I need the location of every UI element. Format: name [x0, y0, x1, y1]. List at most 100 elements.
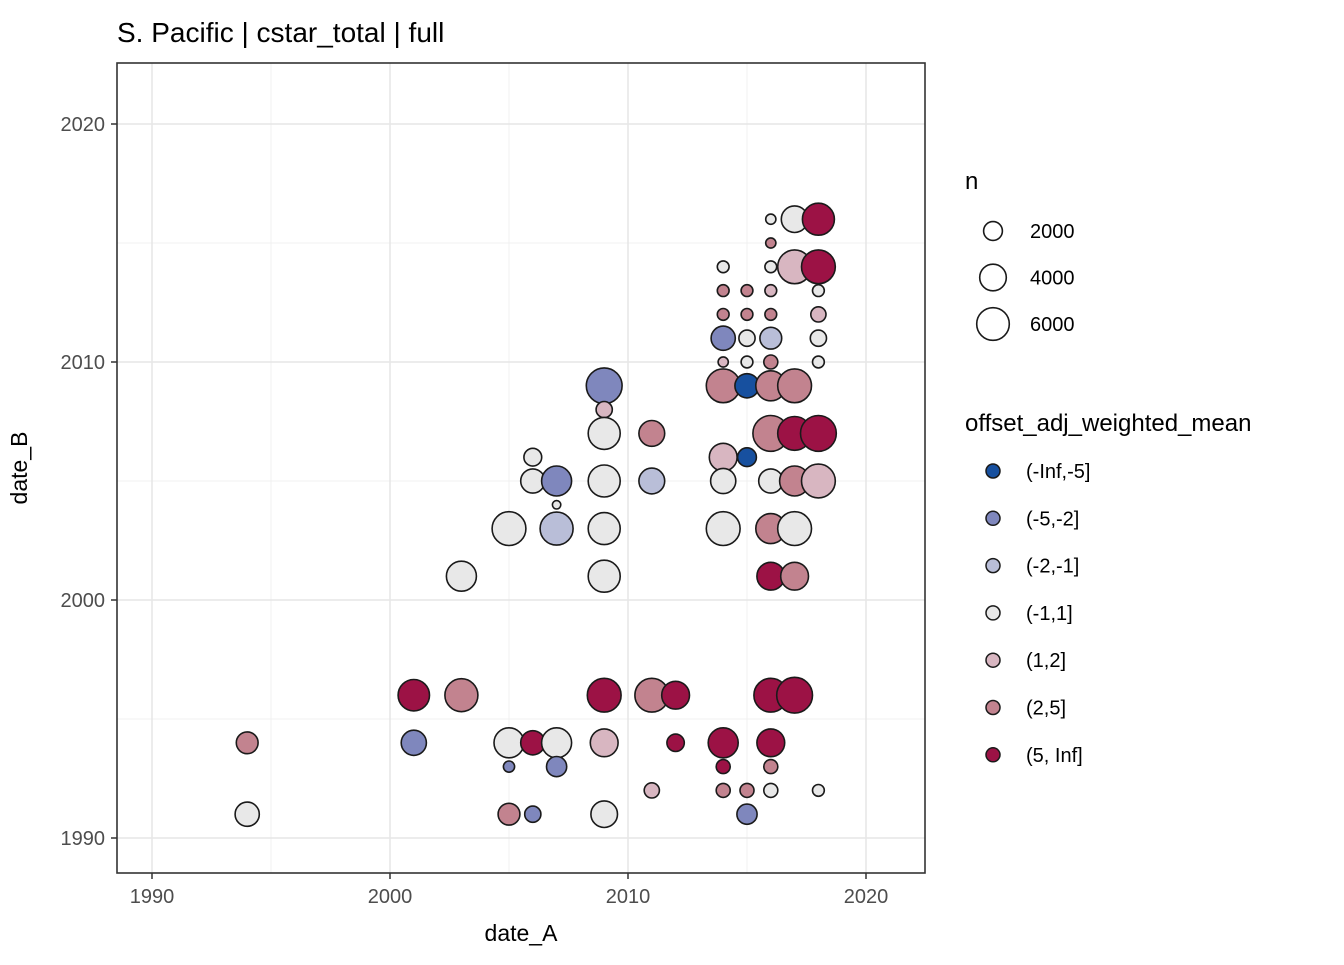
data-point — [740, 283, 754, 298]
data-point — [502, 760, 516, 773]
gridlines — [117, 63, 925, 873]
x-tick-label: 2010 — [606, 886, 651, 908]
data-point — [234, 801, 261, 828]
y-tick-label: 2020 — [61, 114, 106, 136]
data-point — [764, 213, 777, 226]
color-legend-label: (2,5] — [1026, 698, 1066, 720]
data-point — [799, 414, 838, 453]
data-point — [707, 726, 740, 759]
size-legend-key — [975, 306, 1011, 342]
data-point — [715, 758, 732, 775]
data-point — [590, 800, 619, 829]
data-point — [587, 559, 622, 594]
x-tick-label: 1990 — [130, 886, 175, 908]
size-legend-title: n — [965, 168, 978, 195]
data-point — [523, 805, 542, 824]
data-point — [779, 561, 810, 591]
size-legend: n 2000 4000 6000 — [965, 168, 1075, 342]
size-legend-label: 4000 — [1030, 268, 1075, 290]
data-point — [444, 677, 479, 713]
data-point — [776, 510, 813, 547]
data-point — [540, 465, 573, 497]
data-point — [800, 463, 837, 499]
data-point — [739, 782, 755, 799]
data-point — [708, 442, 738, 472]
y-tick-label: 1990 — [61, 828, 106, 850]
color-legend-key — [985, 699, 1001, 716]
data-point — [736, 803, 758, 826]
data-point — [587, 464, 622, 498]
data-point — [497, 802, 521, 826]
size-legend-label: 6000 — [1030, 314, 1075, 336]
data-point — [717, 356, 730, 368]
y-tick-label: 2010 — [61, 352, 106, 374]
data-point — [587, 511, 622, 546]
data-point — [764, 307, 778, 322]
data-point — [756, 728, 786, 758]
y-axis: 1990 2000 2010 2020 date_B — [6, 114, 117, 850]
x-axis-title: date_A — [485, 920, 559, 946]
data-point — [716, 307, 730, 322]
plot-panel — [116, 62, 926, 874]
y-tick-label: 2000 — [61, 590, 106, 612]
data-point — [705, 510, 741, 547]
color-legend-label: (-Inf,-5] — [1026, 461, 1090, 483]
data-point — [740, 355, 754, 369]
data-point — [809, 329, 828, 348]
color-legend-label: (-2,-1] — [1026, 556, 1079, 578]
x-tick-label: 2000 — [368, 886, 413, 908]
data-point — [638, 467, 666, 495]
data-point — [811, 783, 826, 798]
data-point — [740, 307, 754, 322]
data-point — [523, 447, 543, 467]
data-point — [589, 728, 619, 758]
panel-border — [116, 62, 926, 874]
color-legend-key — [985, 652, 1001, 668]
size-legend-key — [982, 220, 1004, 242]
data-point — [397, 678, 431, 712]
data-point — [585, 367, 623, 405]
data-point — [801, 202, 836, 236]
data-point — [775, 676, 814, 714]
data-point — [762, 758, 779, 775]
color-legend: offset_adj_weighted_mean (-Inf,-5] (-5,-2… — [965, 410, 1251, 767]
y-axis-title: date_B — [6, 432, 32, 505]
color-legend-key — [985, 605, 1001, 621]
x-tick-label: 2020 — [844, 886, 889, 908]
data-point — [587, 416, 622, 451]
data-point — [445, 560, 478, 593]
data-point — [491, 510, 527, 547]
data-point — [400, 729, 428, 757]
data-point — [595, 400, 614, 419]
data-point — [235, 731, 259, 755]
data-point — [493, 726, 525, 759]
data-point — [716, 283, 730, 298]
data-point — [764, 260, 778, 274]
data-point — [800, 249, 837, 285]
color-legend-key — [985, 510, 1001, 527]
data-point — [764, 283, 778, 298]
data-point — [776, 368, 813, 404]
data-point — [716, 260, 730, 274]
color-legend-key — [985, 747, 1001, 763]
data-point — [736, 447, 758, 468]
color-legend-label: (-1,1] — [1026, 603, 1073, 625]
color-legend-label: (5, Inf] — [1026, 745, 1083, 767]
size-legend-label: 2000 — [1030, 221, 1075, 243]
data-point — [762, 782, 779, 799]
data-point — [539, 511, 574, 546]
data-point — [551, 499, 562, 510]
chart-title: S. Pacific | cstar_total | full — [117, 17, 444, 48]
data-point — [810, 305, 827, 323]
data-points — [234, 202, 838, 829]
color-legend-label: (1,2] — [1026, 650, 1066, 672]
data-point — [764, 237, 777, 249]
data-point — [811, 283, 826, 298]
x-axis: 1990 2000 2010 2020 date_A — [130, 873, 889, 946]
data-point — [540, 726, 573, 759]
size-legend-key — [978, 263, 1008, 292]
data-point — [710, 325, 737, 352]
data-point — [759, 326, 783, 350]
data-point — [715, 782, 732, 799]
